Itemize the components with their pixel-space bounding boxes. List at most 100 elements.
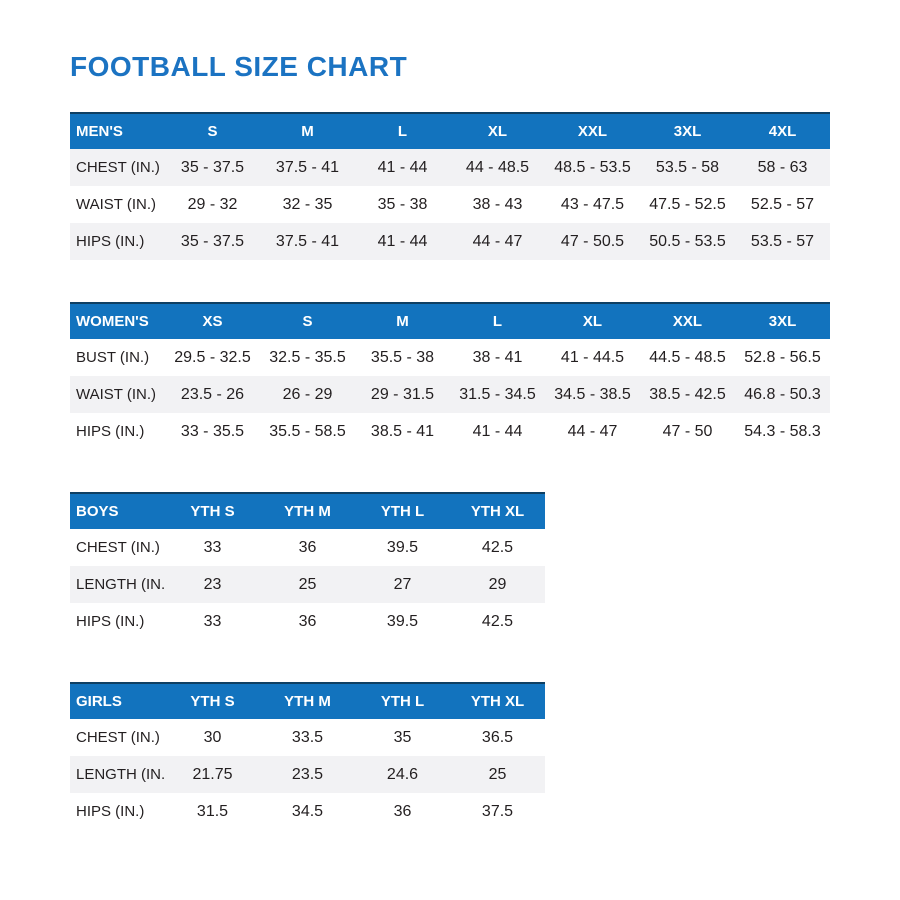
size-value: 37.5: [481, 802, 514, 820]
size-value: 31.5: [196, 802, 229, 820]
measurement-label-text: WAIST (IN.): [76, 386, 156, 403]
size-value: 37.5 - 41: [275, 158, 340, 176]
measurement-label: LENGTH (IN.): [70, 756, 165, 793]
size-value: 43 - 47.5: [560, 195, 625, 213]
size-chart-page: FOOTBALL SIZE CHART MEN'S S M L XL XXL 3XL 4XL C…: [70, 51, 830, 830]
measurement-label: HIPS (IN.): [70, 603, 165, 640]
measurement-row: CHEST (IN.) 35 - 37.5 37.5 - 41 41 - 44 44 -…: [70, 149, 830, 186]
size-column-header: 3XL: [768, 313, 797, 330]
measurement-label-text: CHEST (IN.): [76, 159, 160, 176]
size-column-header: YTH S: [190, 503, 235, 520]
measurement-row: WAIST (IN.) 23.5 - 26 26 - 29 29 - 31.5 31.5…: [70, 376, 830, 413]
size-column-header: YTH L: [380, 693, 425, 710]
size-column-header: S: [302, 313, 313, 330]
size-column-header: XXL: [672, 313, 703, 330]
size-value: 52.8 - 56.5: [744, 348, 821, 366]
measurement-row: CHEST (IN.) 30 33.5 35 36.5: [70, 719, 545, 756]
measurement-label-text: CHEST (IN.): [76, 729, 160, 746]
size-column-header: YTH M: [284, 503, 331, 520]
size-column-header: L: [492, 313, 503, 330]
measurement-label-text: LENGTH (IN.): [76, 576, 165, 593]
header-row: GIRLS YTH S YTH M YTH L YTH XL: [70, 683, 545, 719]
measurement-label-text: HIPS (IN.): [76, 803, 145, 820]
size-value: 21.75: [192, 765, 233, 783]
measurement-row: CHEST (IN.) 33 36 39.5 42.5: [70, 529, 545, 566]
size-value: 32.5 - 35.5: [269, 348, 346, 366]
size-value: 23: [203, 575, 222, 593]
size-value: 29 - 32: [187, 195, 238, 213]
size-value: 35.5 - 38: [370, 348, 435, 366]
size-value: 29 - 31.5: [370, 385, 435, 403]
measurement-label: HIPS (IN.): [70, 793, 165, 830]
size-column-header: YTH XL: [470, 503, 525, 520]
group-title: BOYS: [76, 503, 119, 520]
size-column-header: YTH L: [380, 503, 425, 520]
size-value: 35.5 - 58.5: [269, 422, 346, 440]
size-value: 24.6: [386, 765, 419, 783]
measurement-label: WAIST (IN.): [70, 186, 165, 223]
size-value: 47 - 50: [662, 422, 713, 440]
size-value: 53.5 - 58: [655, 158, 720, 176]
measurement-label-text: HIPS (IN.): [76, 613, 145, 630]
size-value: 46.8 - 50.3: [744, 385, 821, 403]
size-value: 47 - 50.5: [560, 232, 625, 250]
header-row: WOMEN'S XS S M L XL XXL 3XL: [70, 303, 830, 339]
measurement-label-text: LENGTH (IN.): [76, 766, 165, 783]
size-value: 54.3 - 58.3: [744, 422, 821, 440]
size-column-header: 4XL: [768, 123, 797, 140]
size-value: 38.5 - 41: [370, 422, 435, 440]
size-value: 37.5 - 41: [275, 232, 340, 250]
page-title: FOOTBALL SIZE CHART: [70, 51, 408, 82]
size-value: 39.5: [386, 538, 419, 556]
size-value: 38 - 43: [472, 195, 523, 213]
size-value: 36.5: [481, 728, 514, 746]
size-column-header: S: [207, 123, 218, 140]
size-value: 30: [203, 728, 222, 746]
size-value: 41 - 44: [472, 422, 523, 440]
measurement-label-text: HIPS (IN.): [76, 233, 145, 250]
measurement-label: HIPS (IN.): [70, 223, 165, 260]
boys-size-table: BOYS YTH S YTH M YTH L YTH XL CHEST (IN.) 33 36…: [70, 492, 545, 640]
group-title: WOMEN'S: [76, 313, 149, 330]
measurement-label: BUST (IN.): [70, 339, 165, 376]
size-value: 38.5 - 42.5: [649, 385, 726, 403]
measurement-label-text: WAIST (IN.): [76, 196, 156, 213]
size-value: 36: [393, 802, 412, 820]
womens-size-table: WOMEN'S XS S M L XL XXL 3XL BUST (IN.) 29.5 - 32.…: [70, 302, 830, 450]
size-column-header: M: [301, 123, 314, 140]
size-value: 23.5: [291, 765, 324, 783]
measurement-label-text: HIPS (IN.): [76, 423, 145, 440]
size-value: 25: [298, 575, 317, 593]
size-value: 33: [203, 538, 222, 556]
size-value: 34.5: [291, 802, 324, 820]
measurement-row: HIPS (IN.) 33 36 39.5 42.5: [70, 603, 545, 640]
size-column-header: XS: [202, 313, 223, 330]
size-value: 33: [203, 612, 222, 630]
girls-size-table: GIRLS YTH S YTH M YTH L YTH XL CHEST (IN.) 30 3…: [70, 682, 545, 830]
size-value: 58 - 63: [757, 158, 808, 176]
size-value: 31.5 - 34.5: [459, 385, 536, 403]
size-value: 35 - 38: [377, 195, 428, 213]
measurement-label: HIPS (IN.): [70, 413, 165, 450]
size-value: 33 - 35.5: [180, 422, 245, 440]
size-value: 35: [393, 728, 412, 746]
size-value: 34.5 - 38.5: [554, 385, 631, 403]
measurement-row: WAIST (IN.) 29 - 32 32 - 35 35 - 38 38 - 43 4…: [70, 186, 830, 223]
size-column-header: M: [396, 313, 409, 330]
mens-size-table: MEN'S S M L XL XXL 3XL 4XL CHEST (IN.) 35 - 37.5 3…: [70, 112, 830, 260]
size-column-header: YTH M: [284, 693, 331, 710]
size-value: 42.5: [481, 612, 514, 630]
size-value: 23.5 - 26: [180, 385, 245, 403]
measurement-row: HIPS (IN.) 33 - 35.5 35.5 - 58.5 38.5 - 41 4…: [70, 413, 830, 450]
size-value: 36: [298, 538, 317, 556]
measurement-label: CHEST (IN.): [70, 719, 165, 756]
size-value: 27: [393, 575, 412, 593]
measurement-label: WAIST (IN.): [70, 376, 165, 413]
size-value: 44 - 48.5: [465, 158, 530, 176]
size-column-header: XL: [487, 123, 508, 140]
size-value: 42.5: [481, 538, 514, 556]
size-value: 25: [488, 765, 507, 783]
size-value: 50.5 - 53.5: [649, 232, 726, 250]
measurement-label: CHEST (IN.): [70, 149, 165, 186]
size-column-header: XL: [582, 313, 603, 330]
